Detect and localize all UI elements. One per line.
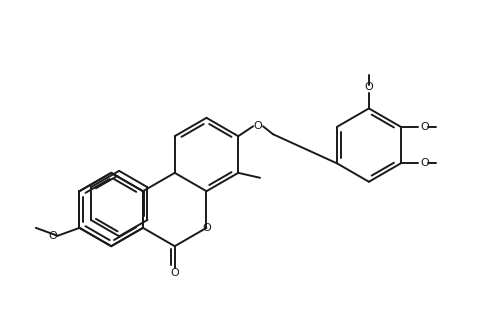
- Text: O: O: [420, 158, 429, 168]
- Text: O: O: [254, 121, 262, 131]
- Text: O: O: [48, 231, 57, 241]
- Text: O: O: [202, 223, 211, 233]
- Text: O: O: [170, 268, 179, 278]
- Text: O: O: [420, 122, 429, 132]
- Text: O: O: [365, 82, 373, 92]
